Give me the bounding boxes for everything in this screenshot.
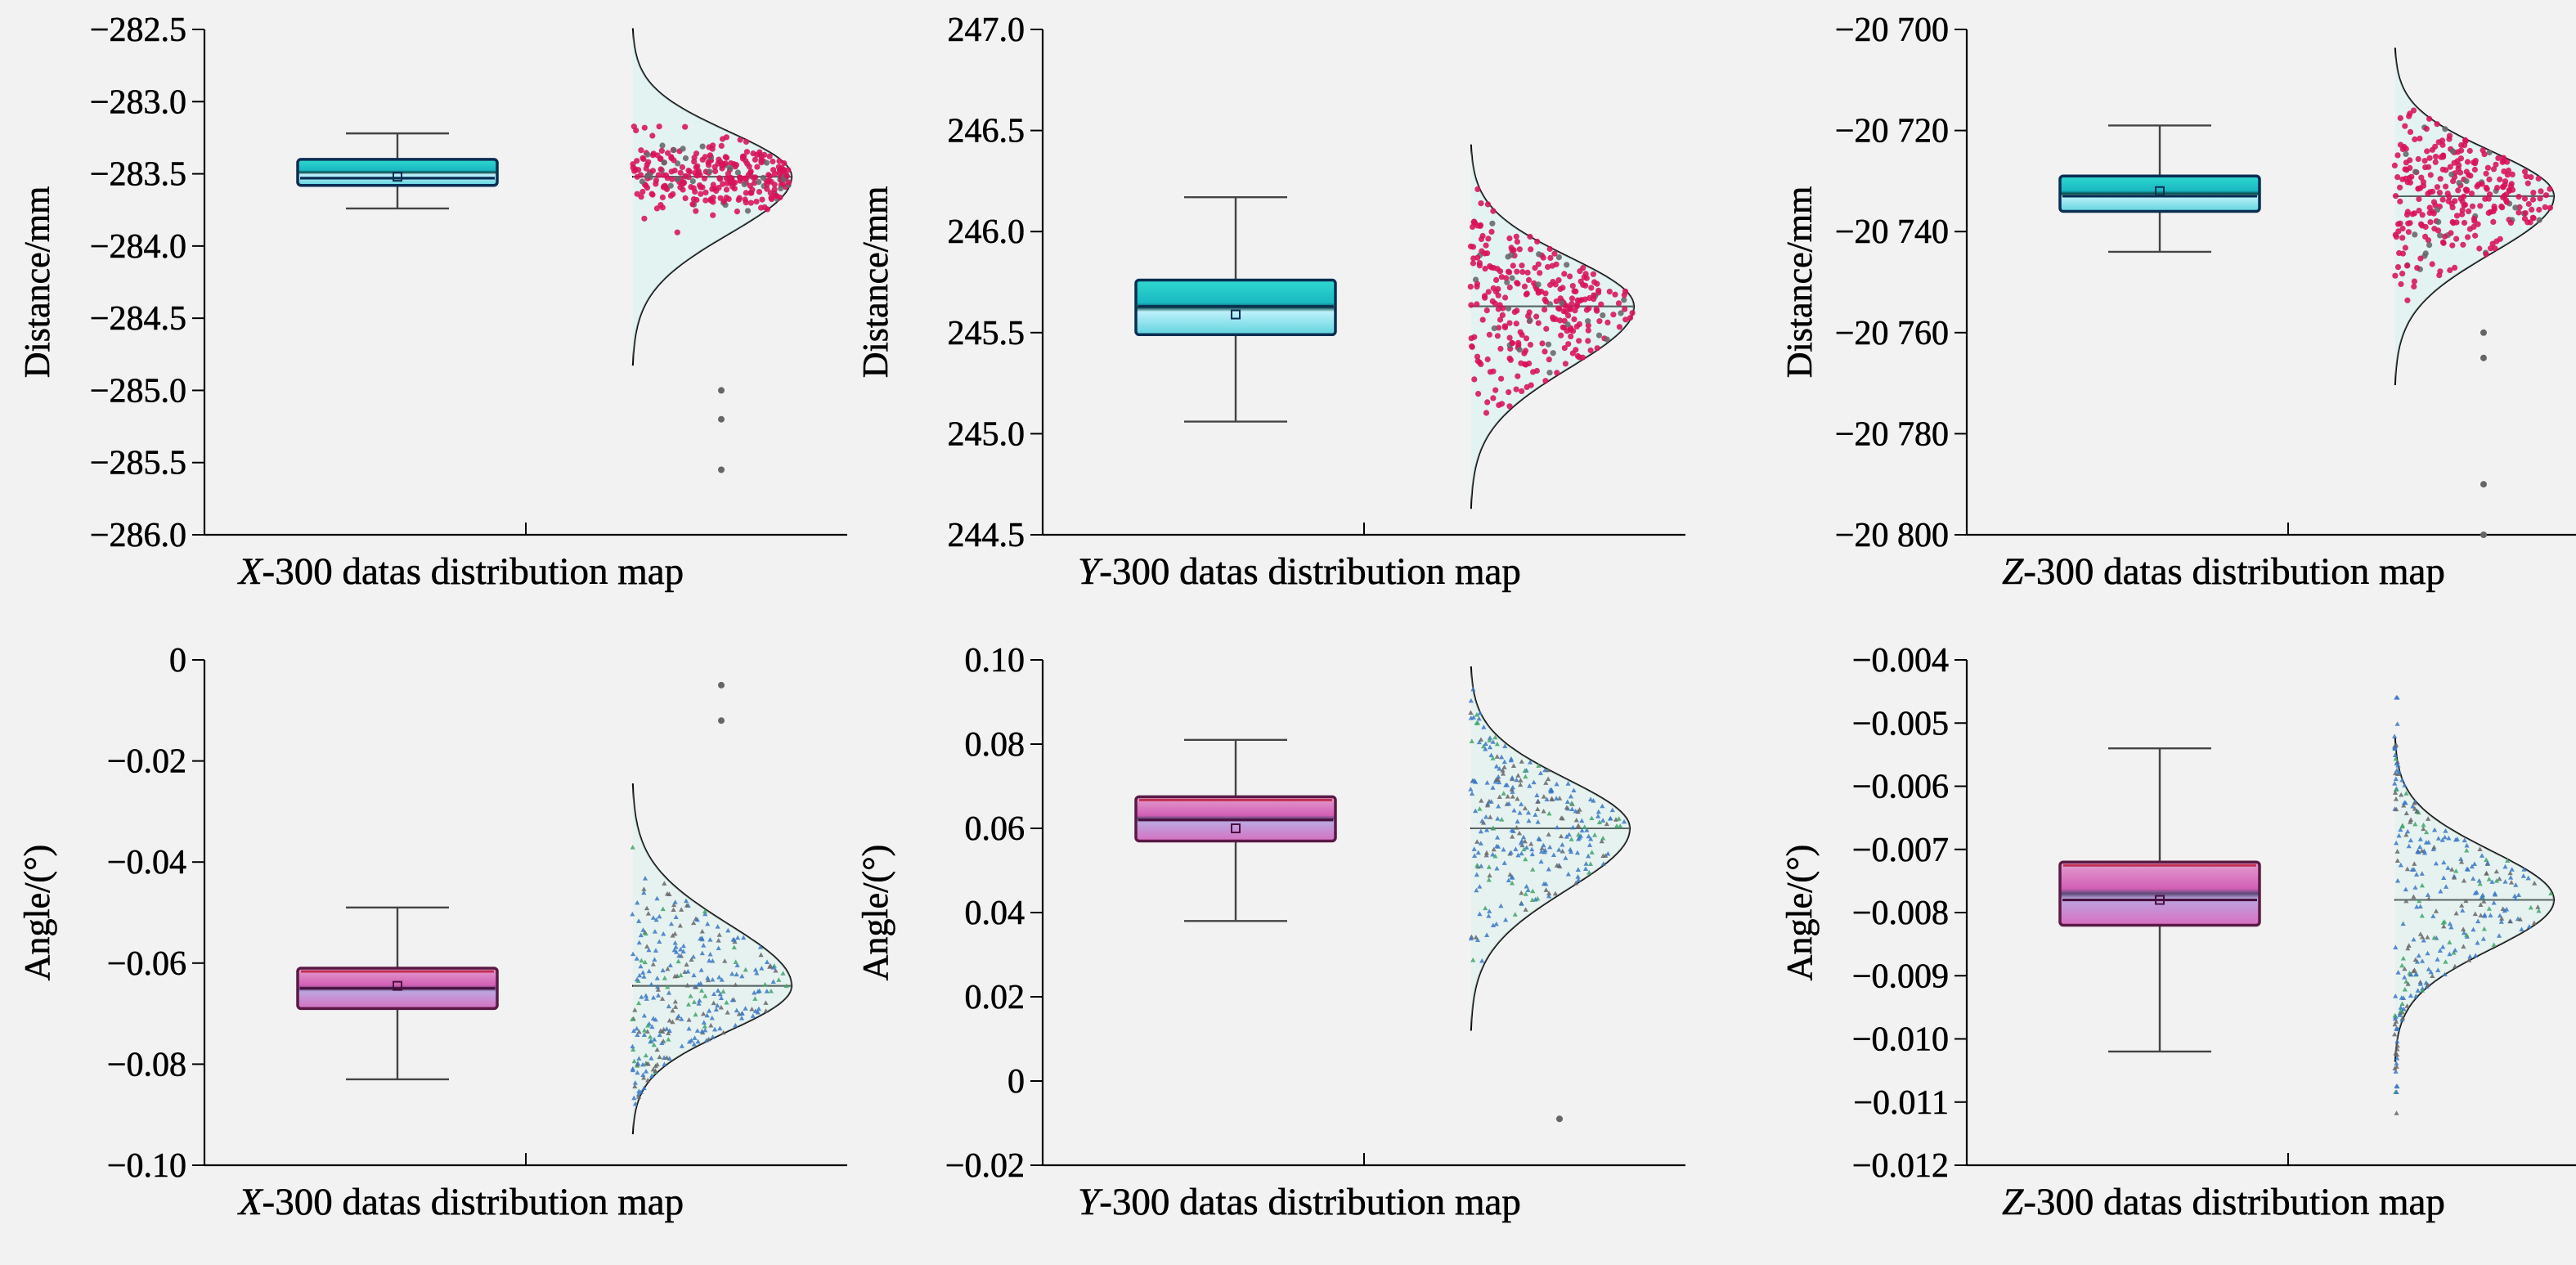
svg-text:−0.008: −0.008 <box>1852 895 1949 932</box>
svg-text:−20 760: −20 760 <box>1835 315 1949 352</box>
svg-text:−0.10: −0.10 <box>107 1147 186 1185</box>
svg-text:−0.04: −0.04 <box>107 844 186 881</box>
svg-text:−0.011: −0.011 <box>1853 1084 1949 1122</box>
svg-text:−285.0: −285.0 <box>90 372 186 410</box>
svg-text:−0.012: −0.012 <box>1852 1147 1949 1185</box>
svg-text:245.5: 245.5 <box>948 315 1025 352</box>
svg-text:0.04: 0.04 <box>965 895 1025 932</box>
svg-text:−0.010: −0.010 <box>1852 1021 1949 1059</box>
svg-text:−20 740: −20 740 <box>1835 213 1949 251</box>
svg-text:−0.007: −0.007 <box>1852 832 1949 869</box>
svg-text:−20 720: −20 720 <box>1835 113 1949 150</box>
svg-text:−0.08: −0.08 <box>107 1046 186 1083</box>
svg-text:−0.02: −0.02 <box>107 743 186 781</box>
svg-text:247.0: 247.0 <box>948 11 1025 49</box>
svg-text:0.10: 0.10 <box>965 642 1025 680</box>
svg-text:X-300 datas distribution map: X-300 datas distribution map <box>237 550 684 593</box>
svg-text:Distance/mm: Distance/mm <box>17 186 57 379</box>
svg-text:−284.0: −284.0 <box>90 228 186 266</box>
svg-text:246.5: 246.5 <box>948 113 1025 150</box>
svg-text:Y-300 datas distribution map: Y-300 datas distribution map <box>1078 1181 1521 1223</box>
svg-text:Z-300 datas distribution map: Z-300 datas distribution map <box>2002 550 2445 593</box>
svg-text:−0.004: −0.004 <box>1852 642 1949 680</box>
svg-text:−0.02: −0.02 <box>945 1147 1025 1185</box>
svg-text:−20 700: −20 700 <box>1835 11 1949 49</box>
svg-text:−0.006: −0.006 <box>1852 769 1949 806</box>
svg-text:−285.5: −285.5 <box>90 445 186 482</box>
svg-text:Distance/mm: Distance/mm <box>1779 186 1820 379</box>
svg-text:X-300 datas distribution map: X-300 datas distribution map <box>237 1181 684 1223</box>
svg-text:Distance/mm: Distance/mm <box>855 186 895 379</box>
svg-text:Angle/(°): Angle/(°) <box>855 845 895 981</box>
svg-text:Z-300 datas distribution map: Z-300 datas distribution map <box>2002 1181 2445 1223</box>
svg-text:−283.0: −283.0 <box>90 83 186 121</box>
svg-text:−0.009: −0.009 <box>1852 958 1949 995</box>
svg-text:−20 780: −20 780 <box>1835 415 1949 453</box>
svg-text:0.08: 0.08 <box>965 726 1025 764</box>
svg-text:−283.5: −283.5 <box>90 156 186 194</box>
svg-text:0.02: 0.02 <box>965 979 1025 1016</box>
svg-text:−282.5: −282.5 <box>90 11 186 49</box>
svg-text:246.0: 246.0 <box>948 213 1025 251</box>
svg-text:0.06: 0.06 <box>965 810 1025 848</box>
svg-text:−284.5: −284.5 <box>90 300 186 338</box>
svg-text:−20 800: −20 800 <box>1835 517 1949 554</box>
svg-text:Y-300 datas distribution map: Y-300 datas distribution map <box>1078 550 1521 593</box>
svg-text:Angle/(°): Angle/(°) <box>1779 845 1820 981</box>
svg-text:244.5: 244.5 <box>948 517 1025 554</box>
svg-text:−0.005: −0.005 <box>1852 705 1949 742</box>
svg-text:245.0: 245.0 <box>948 415 1025 453</box>
svg-text:−0.06: −0.06 <box>107 945 186 983</box>
svg-text:0: 0 <box>1008 1063 1025 1101</box>
svg-text:Angle/(°): Angle/(°) <box>17 845 57 981</box>
svg-text:−286.0: −286.0 <box>90 517 186 554</box>
svg-text:0: 0 <box>169 642 186 680</box>
